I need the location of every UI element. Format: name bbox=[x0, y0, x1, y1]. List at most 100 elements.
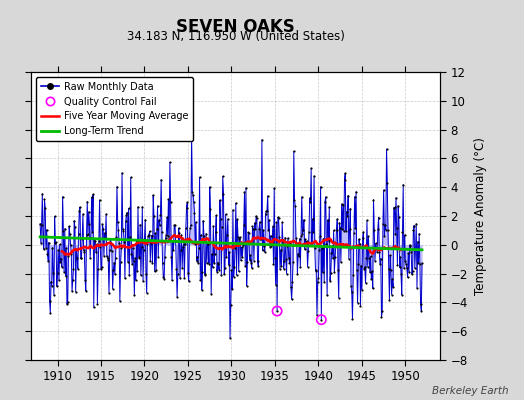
Point bbox=[50, 292, 58, 298]
Point bbox=[417, 301, 425, 307]
Point bbox=[186, 225, 194, 232]
Point bbox=[41, 205, 49, 212]
Point bbox=[255, 226, 263, 232]
Point bbox=[355, 241, 364, 247]
Point bbox=[205, 260, 213, 267]
Point bbox=[101, 235, 110, 242]
Point bbox=[154, 202, 162, 209]
Point bbox=[299, 226, 308, 233]
Point bbox=[400, 265, 408, 271]
Point bbox=[37, 239, 45, 246]
Point bbox=[111, 271, 119, 277]
Point bbox=[66, 231, 74, 237]
Point bbox=[392, 194, 400, 201]
Point bbox=[362, 280, 370, 286]
Point bbox=[290, 148, 298, 154]
Point bbox=[321, 198, 329, 205]
Point bbox=[48, 245, 57, 251]
Point bbox=[269, 223, 277, 230]
Point bbox=[149, 192, 157, 198]
Point bbox=[190, 198, 198, 205]
Point bbox=[235, 236, 244, 242]
Point bbox=[405, 269, 413, 275]
Point bbox=[132, 277, 140, 284]
Point bbox=[385, 296, 394, 303]
Point bbox=[133, 268, 141, 274]
Point bbox=[322, 241, 331, 248]
Point bbox=[162, 232, 170, 238]
Point bbox=[402, 261, 410, 267]
Point bbox=[191, 241, 200, 248]
Point bbox=[187, 221, 195, 228]
Point bbox=[320, 279, 329, 285]
Point bbox=[181, 241, 189, 248]
Point bbox=[206, 206, 215, 212]
Point bbox=[182, 225, 190, 231]
Point bbox=[224, 261, 233, 268]
Point bbox=[213, 268, 221, 275]
Point bbox=[161, 235, 170, 242]
Point bbox=[384, 227, 392, 233]
Point bbox=[361, 264, 369, 270]
Point bbox=[74, 266, 82, 272]
Point bbox=[370, 227, 378, 234]
Point bbox=[68, 288, 76, 294]
Point bbox=[37, 222, 46, 228]
Point bbox=[270, 185, 278, 192]
Point bbox=[54, 247, 62, 253]
Point bbox=[348, 316, 357, 323]
Point bbox=[196, 277, 204, 283]
Point bbox=[93, 300, 102, 307]
Point bbox=[129, 257, 138, 264]
Point bbox=[345, 226, 354, 232]
Point bbox=[264, 226, 272, 233]
Point bbox=[286, 240, 294, 246]
Point bbox=[378, 308, 386, 314]
Point bbox=[371, 258, 379, 264]
Point bbox=[203, 260, 211, 266]
Point bbox=[80, 248, 89, 255]
Point bbox=[121, 275, 129, 282]
Point bbox=[362, 255, 370, 261]
Point bbox=[146, 258, 155, 264]
Point bbox=[316, 184, 325, 190]
Point bbox=[192, 258, 201, 264]
Point bbox=[188, 134, 196, 140]
Text: 34.183 N, 116.950 W (United States): 34.183 N, 116.950 W (United States) bbox=[127, 30, 345, 43]
Point bbox=[379, 221, 387, 228]
Point bbox=[106, 236, 115, 242]
Point bbox=[253, 258, 261, 264]
Point bbox=[400, 232, 409, 238]
Point bbox=[164, 196, 172, 202]
Point bbox=[417, 308, 425, 314]
Point bbox=[264, 193, 272, 199]
Point bbox=[40, 246, 48, 252]
Point bbox=[309, 216, 317, 222]
Point bbox=[291, 203, 299, 209]
Point bbox=[103, 253, 111, 260]
Point bbox=[45, 239, 53, 246]
Point bbox=[104, 257, 113, 264]
Point bbox=[323, 292, 331, 299]
Point bbox=[74, 231, 83, 237]
Point bbox=[174, 225, 183, 231]
Point bbox=[151, 230, 159, 236]
Point bbox=[127, 251, 136, 257]
Point bbox=[343, 212, 352, 219]
Point bbox=[289, 259, 297, 266]
Point bbox=[406, 242, 414, 248]
Point bbox=[131, 255, 139, 261]
Point bbox=[244, 229, 253, 236]
Point bbox=[167, 254, 176, 260]
Point bbox=[337, 259, 345, 265]
Point bbox=[95, 197, 104, 203]
Point bbox=[321, 194, 330, 200]
Point bbox=[234, 234, 242, 240]
Point bbox=[193, 254, 202, 260]
Point bbox=[114, 227, 123, 234]
Point bbox=[139, 278, 147, 284]
Point bbox=[231, 244, 239, 251]
Point bbox=[288, 279, 297, 286]
Point bbox=[156, 222, 164, 228]
Point bbox=[141, 217, 149, 223]
